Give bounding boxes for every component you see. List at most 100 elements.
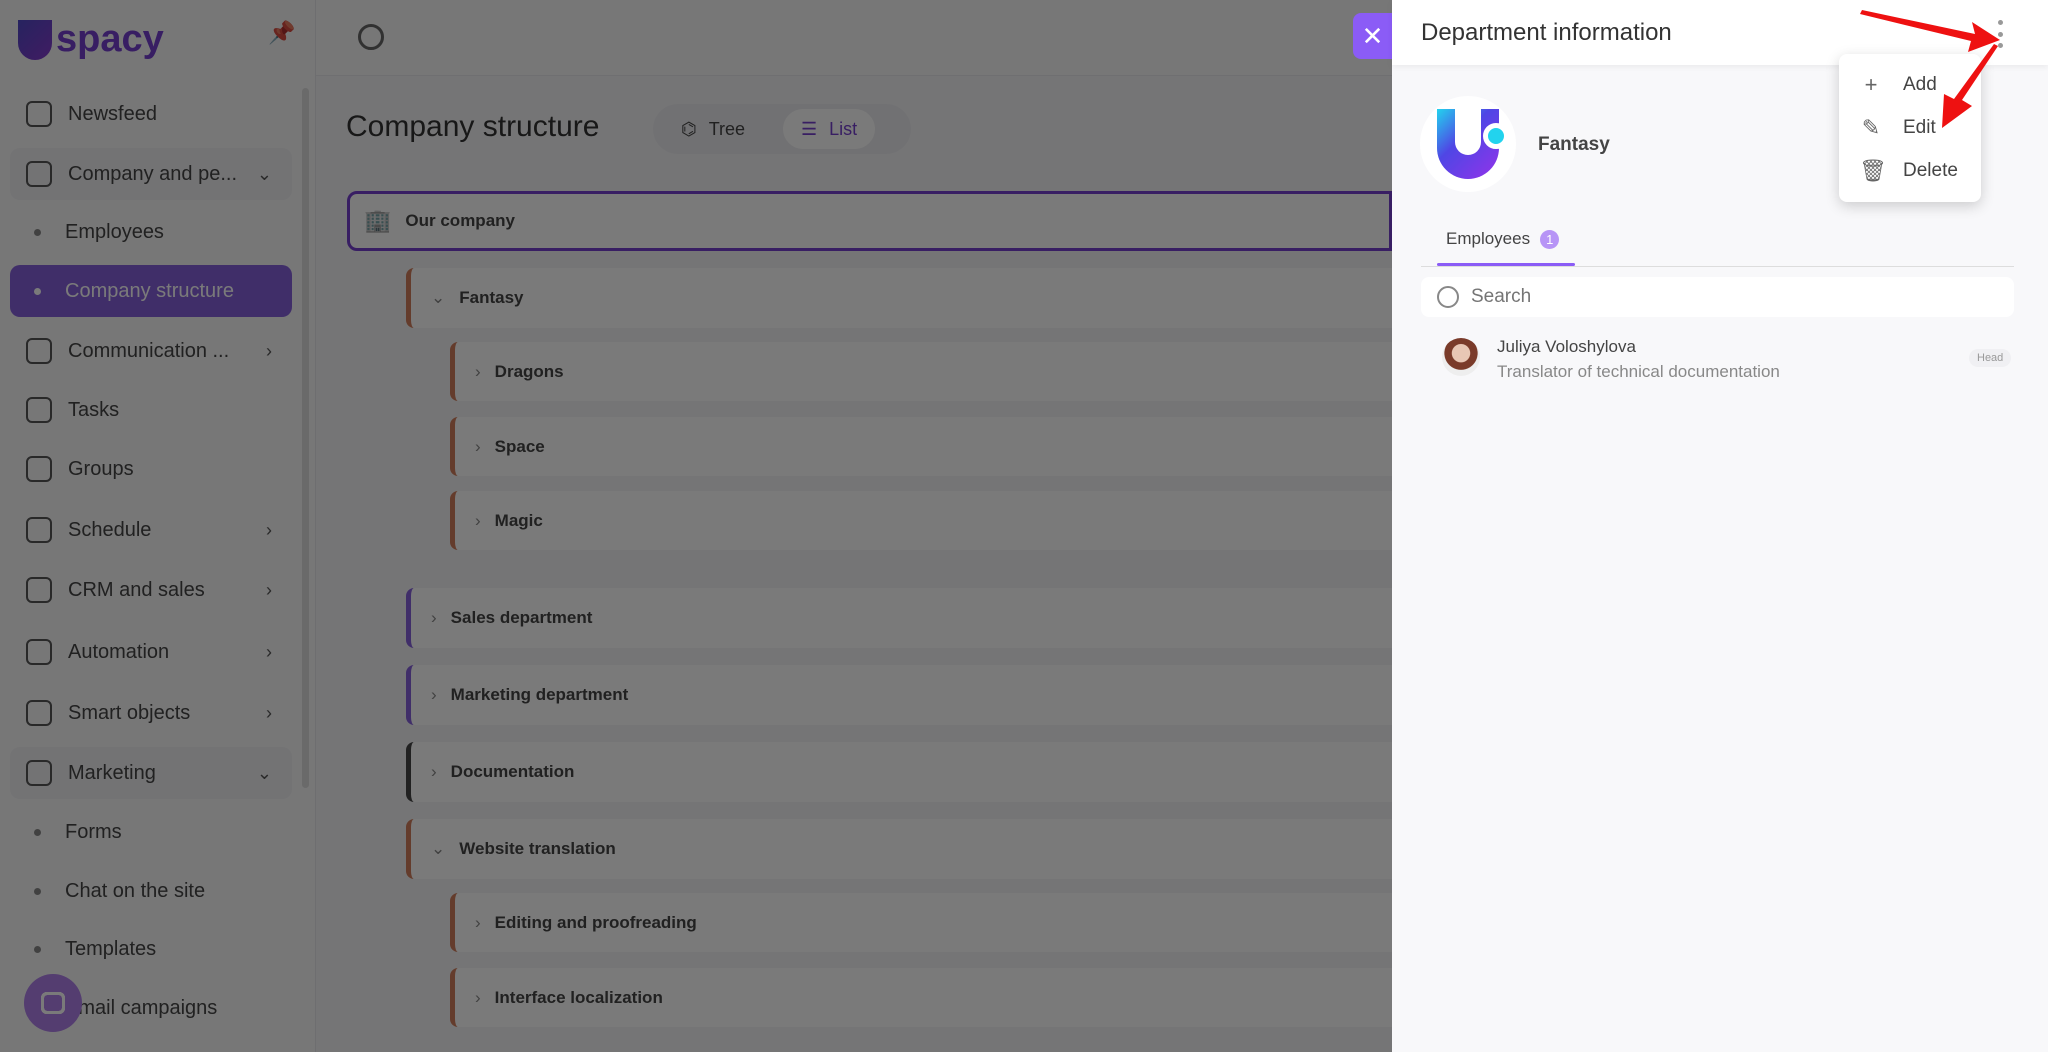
sidebar-item[interactable]: Schedule › [10, 504, 292, 556]
sidebar-item[interactable]: Communication ... › [10, 325, 292, 377]
department-row[interactable]: › Documentation [406, 742, 1392, 802]
chevron-down-icon[interactable]: ⌄ [431, 839, 446, 858]
sidebar-item-label: Schedule [68, 518, 152, 541]
tab-count-badge: 1 [1540, 229, 1560, 249]
sidebar-item[interactable]: Employees [10, 206, 292, 258]
sidebar-item-label: Forms [65, 820, 122, 843]
tab-label: Employees [1446, 229, 1531, 248]
department-panel: Department information Fantasy Employees… [1392, 0, 2048, 1052]
sidebar-item-label: Company and pe... [68, 162, 237, 185]
sidebar-item[interactable]: Marketing ⌄ [10, 747, 292, 799]
sidebar-item[interactable]: Company structure [10, 265, 292, 317]
chevron-down-icon[interactable]: ⌄ [431, 288, 446, 307]
chevron-right-icon[interactable]: › [431, 762, 437, 781]
chevron-right-icon[interactable]: › [475, 361, 481, 381]
sidebar-item-label: Templates [65, 937, 157, 960]
department-row[interactable]: › Interface localization [450, 968, 1392, 1027]
view-toggle: ⌬ Tree ☰ List [653, 104, 911, 154]
department-name: Website translation [459, 839, 616, 858]
sidebar-item[interactable]: CRM and sales › [10, 564, 292, 616]
pencil-icon: ✎ [1861, 115, 1881, 140]
menu-label: Add [1903, 74, 1937, 95]
sidebar-scrollbar[interactable] [302, 88, 309, 788]
menu-label: Edit [1903, 117, 1936, 138]
uspacy-logo-icon [1437, 109, 1509, 179]
list-view-button[interactable]: ☰ List [783, 109, 876, 149]
search-icon[interactable] [358, 24, 384, 50]
chat-widget-button[interactable] [24, 974, 82, 1032]
chevron-right-icon[interactable]: › [475, 436, 481, 456]
options-menu: + Add ✎ Edit 🗑 Delete [1839, 54, 1981, 202]
department-name: Fantasy [459, 288, 524, 307]
employee-avatar[interactable] [1442, 338, 1480, 376]
scan-icon [26, 700, 52, 726]
chevron-right-icon[interactable]: › [475, 510, 481, 530]
department-row[interactable]: › Dragons [450, 342, 1392, 401]
department-name: Fantasy [1538, 134, 1610, 155]
sidebar-item-label: Email campaigns [65, 996, 218, 1019]
search-input[interactable] [1471, 286, 1971, 308]
home-icon [26, 101, 52, 127]
dimmed-page: spacy 📌 Newsfeed Company and pe... ⌄ Employ… [0, 0, 1392, 1052]
chevron-right-icon[interactable]: › [475, 912, 481, 932]
sidebar-item[interactable]: Newsfeed [10, 88, 292, 140]
logo[interactable]: spacy [18, 18, 164, 61]
employee-position: Translator of technical documentation [1497, 362, 1780, 381]
sidebar-item[interactable]: Chat on the site [10, 865, 292, 917]
department-name: Documentation [450, 762, 575, 781]
kebab-dot [1997, 43, 2003, 48]
bullet-icon [34, 228, 41, 236]
menu-item-delete[interactable]: 🗑 Delete [1839, 150, 1981, 192]
head-badge: Head [1969, 349, 2012, 367]
department-row[interactable]: › Editing and proofreading [450, 893, 1392, 952]
more-options-button[interactable] [1993, 20, 2007, 48]
tab-divider [1421, 266, 2014, 267]
department-row[interactable]: ⌄ Fantasy [406, 268, 1392, 328]
department-row[interactable]: › Sales department [406, 588, 1392, 648]
chevron-right-icon[interactable]: › [431, 608, 437, 627]
menu-item-add[interactable]: + Add [1839, 64, 1981, 106]
sidebar-item-label: Company structure [65, 279, 234, 302]
sidebar-item-label: CRM and sales [68, 578, 205, 601]
department-row[interactable]: ⌄ Website translation [406, 819, 1392, 879]
department-name: Marketing department [450, 685, 629, 704]
sidebar-item[interactable]: Company and pe... ⌄ [10, 148, 292, 200]
sidebar-item[interactable]: Automation › [10, 626, 292, 678]
coins-icon [26, 577, 52, 603]
root-company[interactable]: 🏢 Our company [347, 191, 1392, 251]
chevron-right-icon[interactable]: › [431, 685, 437, 704]
users-icon [26, 456, 52, 482]
employee-name[interactable]: Juliya Voloshylova [1497, 337, 1636, 356]
chevron-right-icon: › [266, 579, 272, 600]
pin-icon[interactable]: 📌 [268, 20, 296, 45]
tab-underline [1437, 263, 1575, 266]
chevron-right-icon[interactable]: › [475, 987, 481, 1007]
sidebar: spacy 📌 Newsfeed Company and pe... ⌄ Employ… [0, 0, 316, 1052]
sidebar-item[interactable]: Forms [10, 806, 292, 858]
department-row[interactable]: › Space [450, 417, 1392, 476]
tab-employees[interactable]: Employees 1 [1446, 229, 1560, 249]
department-row[interactable]: › Magic [450, 491, 1392, 550]
sidebar-item[interactable]: Groups [10, 443, 292, 495]
bullet-icon [34, 287, 41, 295]
sidebar-item-label: Smart objects [68, 701, 191, 724]
sidebar-item[interactable]: Templates [10, 923, 292, 975]
tree-view-button[interactable]: ⌬ Tree [663, 109, 763, 149]
sidebar-item-label: Groups [68, 457, 134, 480]
department-row[interactable]: › Marketing department [406, 665, 1392, 725]
employee-search[interactable] [1421, 277, 2014, 317]
bullet-icon [34, 887, 41, 895]
sidebar-item[interactable]: Smart objects › [10, 687, 292, 739]
menu-item-edit[interactable]: ✎ Edit [1839, 107, 1981, 149]
sidebar-item[interactable]: Tasks [10, 384, 292, 436]
chevron-right-icon: › [266, 702, 272, 723]
kebab-dot [1997, 20, 2003, 25]
close-panel-button[interactable]: ✕ [1353, 13, 1392, 59]
list-label: List [829, 118, 858, 139]
plus-icon: + [1864, 72, 1878, 97]
chevron-right-icon: › [266, 340, 272, 361]
calendar-icon [26, 517, 52, 543]
menu-label: Delete [1903, 160, 1958, 181]
sidebar-item-label: Newsfeed [68, 102, 157, 125]
sidebar-item-label: Automation [68, 640, 170, 663]
